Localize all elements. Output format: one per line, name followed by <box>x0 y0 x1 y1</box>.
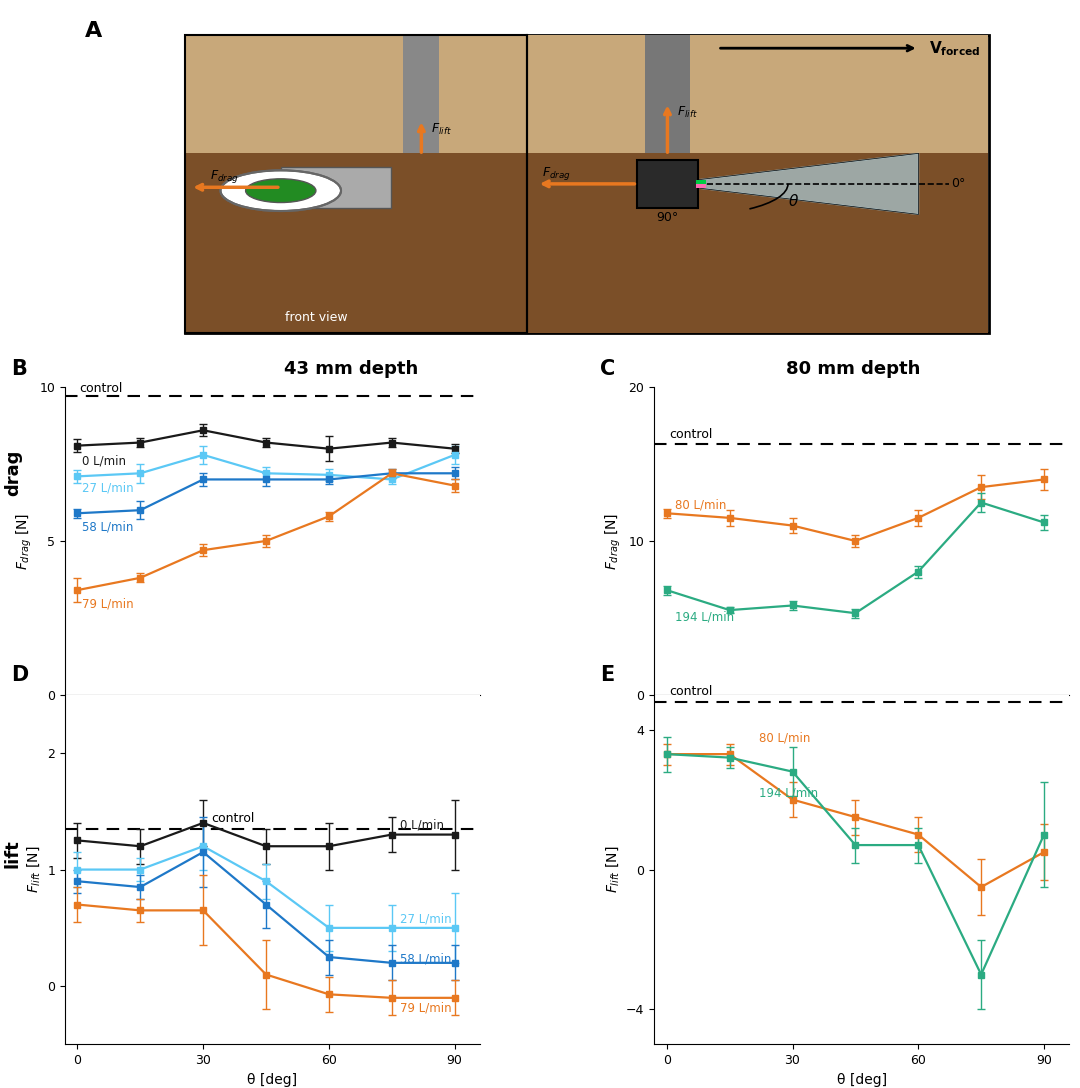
FancyBboxPatch shape <box>403 35 440 153</box>
Text: 79 L/min: 79 L/min <box>401 1002 451 1015</box>
FancyBboxPatch shape <box>187 35 988 153</box>
Y-axis label: $F_{lift}$ [N]: $F_{lift}$ [N] <box>25 845 41 893</box>
Polygon shape <box>698 153 919 214</box>
Text: lift: lift <box>4 840 22 868</box>
Text: drag: drag <box>4 450 22 496</box>
FancyBboxPatch shape <box>646 35 689 153</box>
FancyBboxPatch shape <box>281 166 391 208</box>
Text: $\theta$: $\theta$ <box>788 193 799 209</box>
X-axis label: θ [deg]: θ [deg] <box>247 722 297 737</box>
Y-axis label: $F_{drag}$ [N]: $F_{drag}$ [N] <box>14 512 33 569</box>
Text: control: control <box>669 428 712 441</box>
Text: C: C <box>600 359 616 379</box>
Y-axis label: $F_{drag}$ [N]: $F_{drag}$ [N] <box>604 512 623 569</box>
Y-axis label: $F_{lift}$ [N]: $F_{lift}$ [N] <box>604 845 621 893</box>
Circle shape <box>220 171 341 211</box>
X-axis label: θ [deg]: θ [deg] <box>837 1073 887 1087</box>
Text: $F_{drag}$: $F_{drag}$ <box>211 168 240 185</box>
Text: 27 L/min: 27 L/min <box>82 482 133 495</box>
Text: $F_{lift}$: $F_{lift}$ <box>431 122 453 137</box>
Text: $\mathbf{V_{forced}}$: $\mathbf{V_{forced}}$ <box>929 39 981 58</box>
Text: control: control <box>669 684 712 697</box>
Text: 80 L/min: 80 L/min <box>759 732 810 745</box>
Text: 27 L/min: 27 L/min <box>401 912 451 925</box>
Text: A: A <box>85 21 103 41</box>
FancyBboxPatch shape <box>696 184 705 188</box>
Bar <box>186 35 527 333</box>
Text: 80 mm depth: 80 mm depth <box>786 360 920 378</box>
FancyBboxPatch shape <box>187 153 988 333</box>
Text: 0 L/min: 0 L/min <box>401 819 444 831</box>
Text: control: control <box>80 382 123 395</box>
Text: 58 L/min: 58 L/min <box>401 953 451 966</box>
Text: 194 L/min: 194 L/min <box>759 787 818 799</box>
Text: 43 mm depth: 43 mm depth <box>284 360 418 378</box>
Text: 0 L/min: 0 L/min <box>82 454 125 467</box>
Text: 79 L/min: 79 L/min <box>82 597 133 610</box>
Text: front view: front view <box>285 311 347 324</box>
Text: $F_{lift}$: $F_{lift}$ <box>677 106 699 120</box>
Text: B: B <box>11 359 27 379</box>
Text: D: D <box>11 665 28 684</box>
Text: 58 L/min: 58 L/min <box>82 520 133 533</box>
Text: 194 L/min: 194 L/min <box>675 610 734 623</box>
FancyBboxPatch shape <box>186 35 989 333</box>
Text: control: control <box>212 812 255 825</box>
Text: 0°: 0° <box>950 177 966 190</box>
FancyBboxPatch shape <box>637 160 698 208</box>
Text: 90°: 90° <box>657 211 678 224</box>
Text: $F_{drag}$: $F_{drag}$ <box>542 164 571 182</box>
Text: E: E <box>600 665 615 684</box>
Circle shape <box>245 178 316 202</box>
Text: 80 L/min: 80 L/min <box>675 498 727 511</box>
X-axis label: θ [deg]: θ [deg] <box>247 1073 297 1087</box>
X-axis label: θ [deg]: θ [deg] <box>837 722 887 737</box>
FancyBboxPatch shape <box>696 180 705 184</box>
